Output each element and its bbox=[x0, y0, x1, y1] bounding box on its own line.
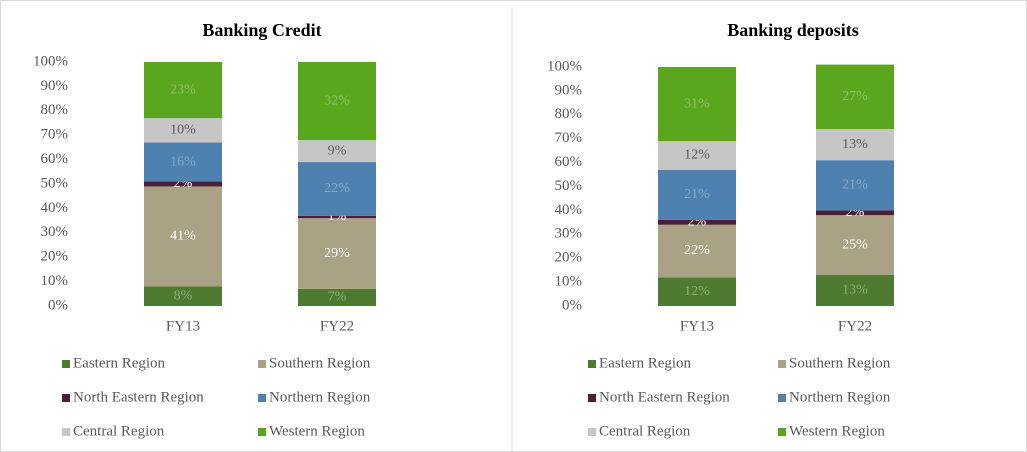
chart-title: Banking deposits bbox=[727, 20, 859, 40]
bar-segment bbox=[298, 215, 376, 219]
data-label: 25% bbox=[842, 237, 868, 252]
y-tick-label: 40% bbox=[555, 202, 583, 218]
bar-segment bbox=[144, 142, 222, 182]
legend-label: Southern Region bbox=[789, 355, 891, 371]
bar-segment bbox=[816, 64, 894, 130]
y-tick-label: 80% bbox=[555, 106, 583, 122]
bar-segment bbox=[816, 274, 894, 306]
legend-label: North Eastern Region bbox=[73, 389, 204, 405]
legend-label: Eastern Region bbox=[73, 355, 166, 371]
y-tick-label: 90% bbox=[555, 82, 583, 98]
data-label: 16% bbox=[170, 154, 196, 169]
legend-label: North Eastern Region bbox=[599, 389, 730, 405]
y-tick-label: 70% bbox=[555, 130, 583, 146]
legend-swatch bbox=[258, 394, 266, 402]
legend-swatch bbox=[258, 360, 266, 368]
legend-label: Northern Region bbox=[269, 389, 371, 405]
data-label: 29% bbox=[324, 246, 350, 261]
data-label: 41% bbox=[170, 229, 196, 244]
legend-swatch bbox=[588, 394, 596, 402]
data-label: 32% bbox=[324, 93, 350, 108]
y-tick-label: 100% bbox=[33, 53, 68, 69]
x-tick-label: FY22 bbox=[838, 318, 872, 334]
bar-segment bbox=[816, 210, 894, 216]
y-tick-label: 0% bbox=[48, 297, 68, 313]
y-tick-label: 50% bbox=[555, 178, 583, 194]
legend-swatch bbox=[588, 428, 596, 436]
y-tick-label: 70% bbox=[41, 127, 69, 143]
bar-segment bbox=[144, 286, 222, 306]
bar-segment bbox=[816, 215, 894, 275]
y-tick-label: 20% bbox=[555, 250, 583, 266]
x-tick-label: FY13 bbox=[166, 318, 200, 334]
bar-segment bbox=[658, 224, 736, 278]
legend-swatch bbox=[258, 428, 266, 436]
legend-swatch bbox=[778, 428, 786, 436]
y-tick-label: 10% bbox=[555, 274, 583, 290]
data-label: 10% bbox=[170, 123, 196, 138]
bar-segment bbox=[658, 169, 736, 220]
legend-label: Southern Region bbox=[269, 355, 371, 371]
bar-segment bbox=[658, 141, 736, 170]
legend-swatch bbox=[62, 394, 70, 402]
y-tick-label: 100% bbox=[547, 58, 582, 74]
legend-swatch bbox=[588, 360, 596, 368]
data-label: 13% bbox=[842, 137, 868, 152]
data-label: 21% bbox=[684, 187, 710, 202]
bar-segment bbox=[298, 218, 376, 289]
data-label: 23% bbox=[170, 82, 196, 97]
legend-label: Central Region bbox=[73, 423, 165, 439]
y-tick-label: 0% bbox=[562, 297, 582, 313]
y-tick-label: 30% bbox=[41, 224, 69, 240]
data-label: 9% bbox=[328, 143, 347, 158]
y-tick-label: 90% bbox=[41, 78, 69, 94]
legend-swatch bbox=[62, 360, 70, 368]
legend-swatch bbox=[62, 428, 70, 436]
bar-segment bbox=[658, 219, 736, 225]
y-tick-label: 60% bbox=[41, 151, 69, 167]
x-tick-label: FY13 bbox=[680, 318, 714, 334]
bar-segment bbox=[658, 277, 736, 306]
data-label: 21% bbox=[842, 178, 868, 193]
data-label: 12% bbox=[684, 148, 710, 163]
data-label: 22% bbox=[684, 243, 710, 258]
data-label: 13% bbox=[842, 283, 868, 298]
y-tick-label: 30% bbox=[555, 226, 583, 242]
legend-swatch bbox=[778, 394, 786, 402]
bar-segment bbox=[144, 62, 222, 119]
bar-segment bbox=[816, 129, 894, 161]
legend-label: Northern Region bbox=[789, 389, 891, 405]
y-tick-label: 10% bbox=[41, 273, 69, 289]
data-label: 31% bbox=[684, 96, 710, 111]
chart-title: Banking Credit bbox=[202, 20, 321, 40]
legend-label: Eastern Region bbox=[599, 355, 692, 371]
bar-segment bbox=[658, 67, 736, 142]
bar-segment bbox=[144, 181, 222, 187]
y-tick-label: 50% bbox=[41, 175, 69, 191]
legend-label: Central Region bbox=[599, 423, 691, 439]
y-tick-label: 20% bbox=[41, 249, 69, 265]
bar-segment bbox=[298, 162, 376, 216]
bar-segment bbox=[298, 62, 376, 141]
bar-segment bbox=[298, 140, 376, 163]
bar-segment bbox=[816, 160, 894, 211]
data-label: 22% bbox=[324, 181, 350, 196]
data-label: 12% bbox=[684, 284, 710, 299]
y-tick-label: 40% bbox=[41, 200, 69, 216]
data-label: 27% bbox=[842, 89, 868, 104]
bar-segment bbox=[298, 288, 376, 306]
legend-label: Western Region bbox=[269, 423, 365, 439]
y-tick-label: 60% bbox=[555, 154, 583, 170]
data-label: 7% bbox=[328, 290, 347, 305]
legend-label: Western Region bbox=[789, 423, 885, 439]
y-tick-label: 80% bbox=[41, 102, 69, 118]
bar-segment bbox=[144, 118, 222, 143]
bar-segment bbox=[144, 186, 222, 287]
x-tick-label: FY22 bbox=[320, 318, 354, 334]
data-label: 8% bbox=[174, 288, 193, 303]
legend-swatch bbox=[778, 360, 786, 368]
